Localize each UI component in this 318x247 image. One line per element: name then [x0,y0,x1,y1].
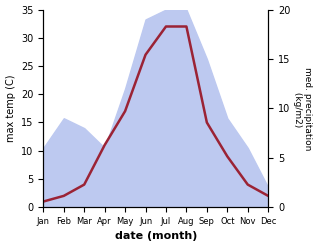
Y-axis label: med. precipitation
 (kg/m2): med. precipitation (kg/m2) [293,67,313,150]
Y-axis label: max temp (C): max temp (C) [5,75,16,142]
X-axis label: date (month): date (month) [114,231,197,242]
